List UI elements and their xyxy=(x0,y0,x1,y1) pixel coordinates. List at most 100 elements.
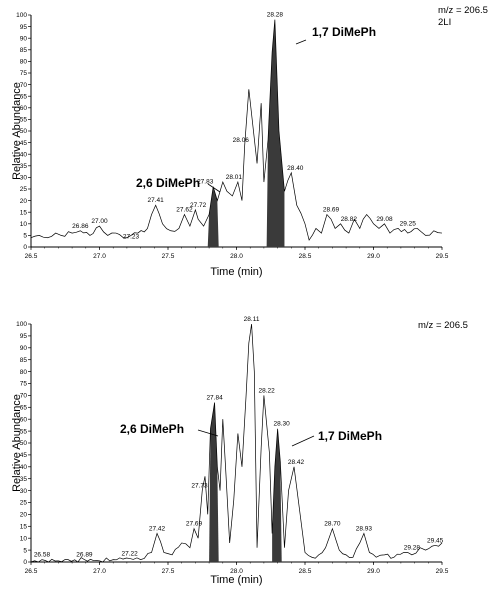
y-tick-label: 75 xyxy=(20,381,28,388)
peak-label: 28.82 xyxy=(341,216,358,223)
x-axis-label: Time (min) xyxy=(210,574,262,586)
y-tick-label: 70 xyxy=(20,393,28,400)
y-tick-label: 55 xyxy=(20,428,28,435)
header-text: m/z = 206.5 xyxy=(418,320,468,331)
y-tick-label: 15 xyxy=(20,524,28,531)
x-tick-label: 28.0 xyxy=(230,568,243,575)
y-axis-label: Relative Abundance xyxy=(11,82,23,180)
y-tick-label: 95 xyxy=(20,24,28,31)
chromatogram-trace xyxy=(30,323,443,563)
y-tick-label: 20 xyxy=(20,198,28,205)
y-tick-label: 100 xyxy=(16,321,27,328)
peak-label: 27.62 xyxy=(176,207,193,214)
annotation-leader xyxy=(207,183,221,193)
peak-label: 29.08 xyxy=(376,216,393,223)
peak-label: 28.42 xyxy=(288,459,305,466)
x-tick-label: 28.0 xyxy=(230,253,243,260)
compound-annotation: 2,6 DiMePh xyxy=(120,422,184,436)
peak-label: 27.69 xyxy=(186,521,203,528)
annotation-leader xyxy=(295,39,307,45)
peak-label: 26.58 xyxy=(34,552,51,559)
peak-label: 28.40 xyxy=(287,165,304,172)
y-tick-label: 0 xyxy=(23,244,27,251)
y-tick-label: 20 xyxy=(20,512,28,519)
x-tick-label: 26.5 xyxy=(25,253,38,260)
x-tick-label: 27.0 xyxy=(93,253,106,260)
x-tick-label: 29.0 xyxy=(367,253,380,260)
peak-label: 27.00 xyxy=(91,218,108,225)
shaded-peak xyxy=(207,186,219,247)
y-tick-label: 65 xyxy=(20,405,28,412)
y-tick-label: 100 xyxy=(16,12,27,19)
y-tick-label: 45 xyxy=(20,452,28,459)
y-axis-label: Relative Abundance xyxy=(11,394,23,492)
y-tick-label: 60 xyxy=(20,105,28,112)
y-tick-label: 5 xyxy=(23,547,27,554)
y-tick-label: 75 xyxy=(20,70,28,77)
peak-label: 28.30 xyxy=(273,421,290,428)
y-tick-label: 60 xyxy=(20,416,28,423)
shaded-peak xyxy=(209,402,219,562)
peak-label: 26.86 xyxy=(72,223,89,230)
peak-label: 27.72 xyxy=(190,202,207,209)
peak-label: 28.11 xyxy=(244,316,260,323)
peak-label: 29.28 xyxy=(404,544,421,551)
peak-label: 28.06 xyxy=(233,137,250,144)
x-tick-label: 27.5 xyxy=(162,253,175,260)
y-tick-label: 50 xyxy=(20,440,28,447)
peak-label: 28.01 xyxy=(226,174,243,181)
peak-label: 28.28 xyxy=(267,12,284,19)
peak-label: 29.45 xyxy=(427,537,444,544)
chromatogram-trace xyxy=(30,19,443,241)
y-tick-label: 55 xyxy=(20,117,28,124)
annotation-leader xyxy=(291,435,315,447)
peak-label: 27.42 xyxy=(149,525,166,532)
x-tick-label: 27.0 xyxy=(93,568,106,575)
y-tick-label: 0 xyxy=(23,559,27,566)
peak-label: 27.73 xyxy=(191,483,208,490)
y-tick-label: 85 xyxy=(20,47,28,54)
x-tick-label: 29.0 xyxy=(367,568,380,575)
compound-annotation: 1,7 DiMePh xyxy=(318,429,382,443)
peak-label: 26.89 xyxy=(76,552,93,559)
shaded-peak xyxy=(266,19,285,247)
x-tick-label: 28.5 xyxy=(299,568,312,575)
x-tick-label: 29.5 xyxy=(436,253,449,260)
peak-label: 27.23 xyxy=(123,233,140,240)
y-tick-label: 90 xyxy=(20,345,28,352)
peak-label: 28.93 xyxy=(356,525,373,532)
x-tick-label: 27.5 xyxy=(162,568,175,575)
y-tick-label: 25 xyxy=(20,500,28,507)
y-tick-label: 50 xyxy=(20,128,28,135)
y-tick-label: 35 xyxy=(20,163,28,170)
peak-label: 29.25 xyxy=(400,220,417,227)
y-tick-label: 90 xyxy=(20,35,28,42)
peak-label: 27.83 xyxy=(197,179,214,186)
y-tick-label: 70 xyxy=(20,82,28,89)
peak-label: 27.84 xyxy=(206,395,223,402)
chromatogram-top: 0 5 10 15 20 25 30 35 40 45 50 55 60 65 70 75 80 85 90 95 10… xyxy=(11,5,488,278)
x-tick-label: 29.5 xyxy=(436,568,449,575)
y-tick-label: 10 xyxy=(20,535,28,542)
annotation-leader xyxy=(197,429,219,437)
y-tick-label: 45 xyxy=(20,140,28,147)
y-tick-label: 35 xyxy=(20,476,28,483)
y-tick-label: 40 xyxy=(20,464,28,471)
x-tick-label: 28.5 xyxy=(299,253,312,260)
peak-label: 28.22 xyxy=(258,387,275,394)
compound-annotation: 2,6 DiMePh xyxy=(136,176,200,190)
compound-annotation: 1,7 DiMePh xyxy=(312,25,376,39)
x-axis-label: Time (min) xyxy=(210,266,262,278)
y-tick-label: 40 xyxy=(20,151,28,158)
peak-label: 27.22 xyxy=(121,550,138,557)
y-tick-label: 25 xyxy=(20,186,28,193)
y-tick-label: 15 xyxy=(20,209,28,216)
y-tick-label: 95 xyxy=(20,333,28,340)
y-tick-label: 30 xyxy=(20,175,28,182)
shaded-peak xyxy=(272,428,282,562)
header-text: m/z = 206.5 xyxy=(438,5,488,16)
y-tick-label: 10 xyxy=(20,221,28,228)
y-tick-label: 65 xyxy=(20,93,28,100)
